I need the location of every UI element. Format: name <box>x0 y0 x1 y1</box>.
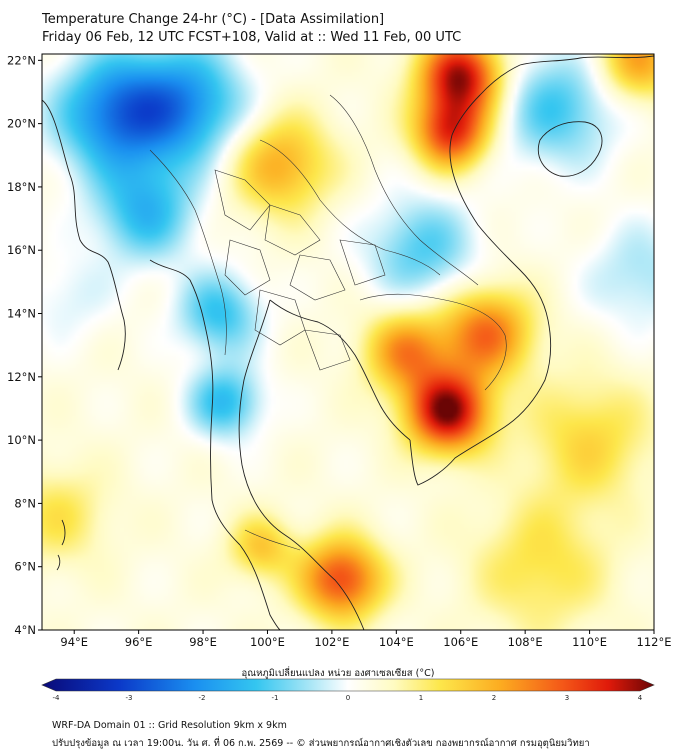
map-figure: 22°N 20°N 18°N 16°N 14°N 12°N 10°N 8°N 6°N 4°N 94… <box>7 53 671 692</box>
colorbar-tick-label: -4 <box>52 694 60 702</box>
coastline-gulf-north <box>269 299 411 441</box>
coastline-gulf-west <box>238 299 365 630</box>
lat-tick-label: 16°N <box>7 243 36 257</box>
colorbar-tick-label: 1 <box>418 694 424 702</box>
map-subtitle: Friday 06 Feb, 12 UTC FCST+108, Valid at… <box>42 30 462 45</box>
longitude-axis: 94°E 96°E 98°E 100°E 102°E 104°E 106°E 108°E 110… <box>60 630 671 649</box>
lon-tick-label: 104°E <box>379 635 414 649</box>
coastline-myanmar-west <box>42 99 126 371</box>
lat-tick-label: 22°N <box>7 53 36 67</box>
map-frame <box>41 53 655 631</box>
border-provinces-central <box>254 239 386 371</box>
colorbar <box>41 678 655 692</box>
lat-tick-label: 18°N <box>7 180 36 194</box>
lon-tick-label: 94°E <box>60 635 88 649</box>
map-title: Temperature Change 24-hr (°C) - [Data As… <box>42 12 385 27</box>
colorbar-label: อุณหภูมิเปลี่ยนแปลง หน่วย องศาเซลเซียส (… <box>241 668 435 679</box>
border-thai-laos <box>259 139 441 276</box>
update-info: ปรับปรุงข้อมูล ณ เวลา 19:00น. วัน ศ. ที่… <box>52 738 590 749</box>
colorbar-tick-label: 0 <box>345 694 351 702</box>
colorbar-tick-label: 3 <box>564 694 570 702</box>
coastlines <box>42 55 654 630</box>
lat-tick-label: 10°N <box>7 433 36 447</box>
border-provinces-north <box>214 169 346 301</box>
coastline-malay-west <box>239 544 281 630</box>
coastline-south-china <box>519 55 654 66</box>
lat-tick-label: 8°N <box>14 496 36 510</box>
lat-tick-label: 4°N <box>14 623 36 637</box>
border-thai-malaysia <box>244 529 301 551</box>
colorbar-tick-label: 2 <box>491 694 497 702</box>
latitude-axis: 22°N 20°N 18°N 16°N 14°N 12°N 10°N 8°N 6°N 4°N <box>7 53 42 637</box>
model-info: WRF-DA Domain 01 :: Grid Resolution 9km … <box>52 720 287 731</box>
lat-tick-label: 14°N <box>7 307 36 321</box>
coastline-andaman <box>149 259 241 546</box>
colorbar-tick-label: -1 <box>271 694 279 702</box>
temperature-change-field <box>42 54 654 630</box>
border-cambodia <box>359 293 507 391</box>
lon-tick-label: 96°E <box>125 635 153 649</box>
lat-tick-label: 12°N <box>7 370 36 384</box>
lat-tick-label: 20°N <box>7 117 36 131</box>
lon-tick-label: 110°E <box>572 635 607 649</box>
border-thai-myanmar <box>149 149 227 356</box>
lon-tick-label: 106°E <box>443 635 478 649</box>
lon-tick-label: 112°E <box>637 635 672 649</box>
colorbar-tick-label: -2 <box>198 694 206 702</box>
coastline-vietnam <box>409 64 552 486</box>
lon-tick-label: 102°E <box>314 635 349 649</box>
lat-tick-label: 6°N <box>14 560 36 574</box>
colorbar-tick-label: 4 <box>637 694 643 702</box>
lon-tick-label: 98°E <box>189 635 217 649</box>
lon-tick-label: 100°E <box>250 635 285 649</box>
colorbar-tick-label: -3 <box>125 694 133 702</box>
lon-tick-label: 108°E <box>508 635 543 649</box>
border-laos-vietnam <box>329 94 479 286</box>
coastline-andaman-islands <box>56 519 66 571</box>
admin-borders <box>149 94 507 551</box>
coastline-hainan <box>538 121 603 177</box>
